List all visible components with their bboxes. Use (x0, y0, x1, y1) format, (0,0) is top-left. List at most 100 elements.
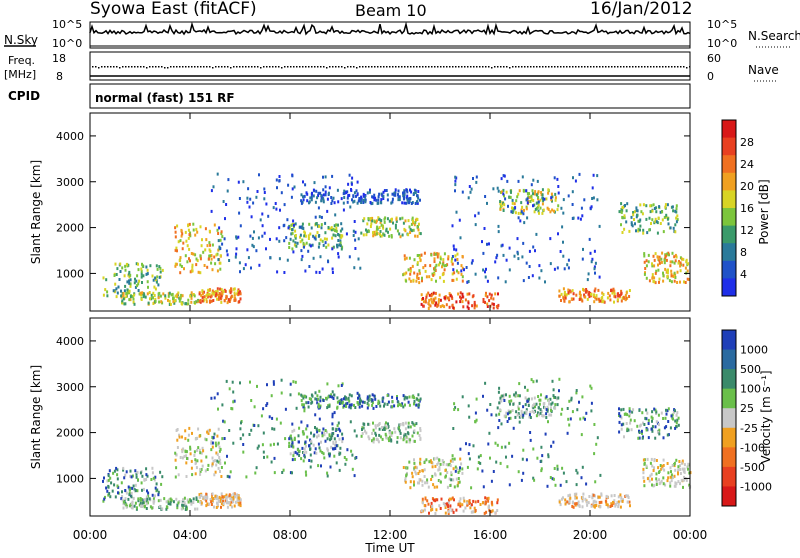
echo-cell (593, 452, 596, 456)
echo-cell (187, 228, 190, 232)
echo-cell (538, 402, 541, 406)
echo-cell (534, 405, 536, 409)
echo-cell (396, 229, 399, 233)
echo-cell (391, 395, 394, 399)
echo-cell (340, 398, 343, 402)
echo-cell (672, 274, 675, 278)
echo-cell (481, 240, 483, 244)
echo-cell (219, 254, 222, 258)
echo-cell (146, 268, 149, 272)
echo-cell (107, 485, 110, 489)
echo-cell (404, 480, 407, 484)
echo-cell (405, 196, 408, 200)
colorbar-segment (722, 349, 736, 370)
freq-point (326, 67, 328, 69)
echo-cell (405, 188, 408, 192)
freq-point (263, 66, 265, 68)
echo-cell (541, 202, 544, 206)
echo-cell (317, 402, 320, 406)
echo-cell (176, 224, 179, 228)
echo-cell (346, 190, 349, 194)
echo-cell (300, 399, 303, 403)
echo-cell (136, 489, 139, 493)
echo-cell (654, 271, 657, 275)
echo-cell (292, 223, 295, 227)
echo-cell (386, 198, 389, 202)
echo-cell (645, 204, 648, 208)
echo-cell (435, 301, 438, 305)
echo-cell (134, 277, 136, 281)
echo-cell (568, 500, 571, 504)
echo-cell (311, 243, 314, 247)
echo-cell (200, 244, 203, 248)
echo-cell (188, 233, 191, 237)
echo-cell (222, 200, 225, 203)
nsky-tick-top: 10^5 (52, 18, 82, 31)
echo-cell (570, 297, 573, 301)
echo-cell (330, 435, 333, 439)
echo-cell (421, 469, 424, 473)
echo-cell (345, 405, 348, 408)
echo-cell (654, 220, 657, 224)
echo-cell (278, 179, 281, 183)
echo-cell (513, 202, 516, 206)
echo-cell (164, 294, 167, 298)
echo-cell (587, 501, 590, 505)
echo-cell (492, 187, 495, 191)
echo-cell (667, 420, 670, 423)
echo-cell (620, 289, 623, 293)
echo-cell (624, 298, 627, 302)
echo-cell (446, 485, 449, 489)
echo-cell (201, 446, 204, 450)
colorbar-segment (722, 190, 736, 209)
echo-cell (319, 238, 322, 242)
echo-cell (201, 495, 204, 499)
echo-cell (423, 504, 426, 507)
echo-cell (610, 502, 613, 506)
echo-cell (380, 201, 383, 205)
echo-cell (413, 396, 415, 400)
echo-cell (593, 267, 596, 271)
echo-cell (528, 415, 531, 419)
echo-cell (391, 431, 394, 435)
echo-cell (431, 508, 434, 511)
colorbar-tick: -500 (740, 461, 765, 474)
echo-cell (296, 241, 299, 245)
echo-cell (614, 504, 617, 508)
echo-cell (252, 201, 255, 205)
echo-cell (125, 503, 128, 507)
echo-cell (329, 227, 332, 231)
echo-cell (126, 291, 129, 295)
echo-cell (314, 200, 317, 204)
echo-cell (300, 457, 303, 461)
echo-cell (296, 452, 299, 456)
echo-cell (549, 210, 552, 214)
echo-cell (606, 495, 609, 499)
freq-point (128, 66, 130, 68)
echo-cell (205, 499, 208, 503)
echo-cell (500, 177, 503, 181)
echo-cell (225, 249, 228, 253)
echo-cell (216, 501, 218, 505)
echo-cell (216, 228, 219, 232)
echo-cell (553, 209, 555, 213)
echo-cell (502, 253, 505, 257)
echo-cell (430, 505, 432, 509)
echo-cell (651, 273, 654, 277)
echo-cell (578, 172, 581, 176)
freq-point (584, 66, 586, 68)
echo-cell (388, 219, 391, 223)
echo-cell (346, 196, 349, 200)
freq-point (131, 66, 133, 68)
echo-cell (412, 228, 415, 232)
freq-label-2: [MHz] (4, 68, 36, 81)
echo-cell (420, 253, 423, 257)
echo-cell (592, 196, 595, 200)
echo-cell (107, 493, 110, 497)
echo-cell (368, 394, 371, 398)
echo-cell (202, 250, 205, 254)
echo-cell (208, 248, 211, 252)
echo-cell (418, 271, 421, 275)
echo-cell (413, 480, 415, 484)
echo-cell (485, 267, 487, 271)
